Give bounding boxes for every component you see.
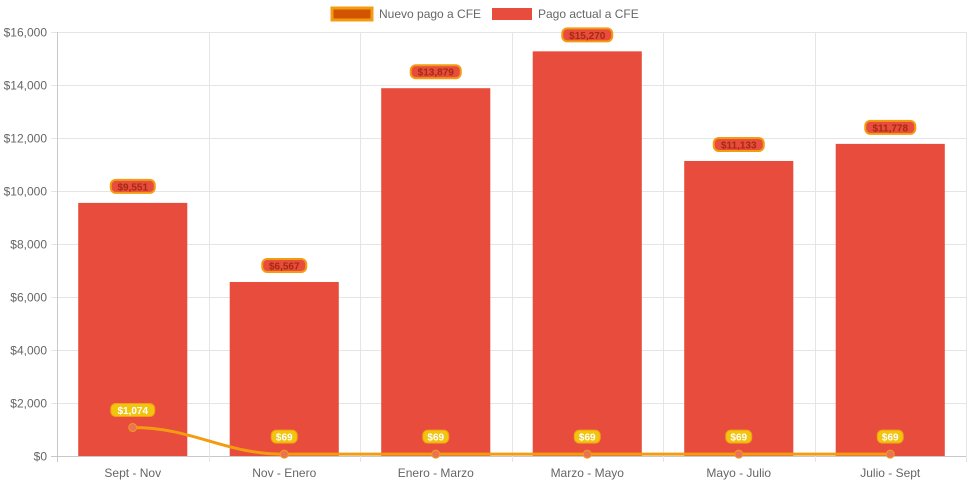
x-axis: Sept - Nov Nov - Enero Enero - Marzo Marzo … xyxy=(104,466,921,480)
legend-swatch-nuevo-pago xyxy=(330,6,374,22)
bar-data-label: $11,778 xyxy=(872,123,908,134)
bar-data-label: $15,270 xyxy=(569,31,606,42)
x-tick-label: Julio - Sept xyxy=(860,466,921,480)
y-tick-label: $12,000 xyxy=(4,132,48,146)
line-label-badge xyxy=(725,429,753,444)
bar-data-label: $6,567 xyxy=(269,261,300,272)
y-tick-label: $14,000 xyxy=(4,79,48,93)
legend-swatch-pago-actual xyxy=(492,8,532,20)
line-point[interactable] xyxy=(734,449,744,459)
line-point[interactable] xyxy=(279,449,289,459)
y-tick-label: $16,000 xyxy=(4,26,48,40)
bar[interactable] xyxy=(532,51,642,456)
line-data-label: $1,074 xyxy=(117,406,148,417)
bar-data-label: $11,133 xyxy=(721,140,757,151)
bar-label-badge xyxy=(712,136,765,152)
line-label-badge xyxy=(573,429,601,444)
bar[interactable] xyxy=(229,281,339,456)
x-tick-label: Enero - Marzo xyxy=(398,466,474,480)
line-point[interactable] xyxy=(128,423,138,433)
chart-legend: Nuevo pago a CFE Pago actual a CFE xyxy=(330,6,639,22)
y-tick-label: $10,000 xyxy=(4,185,48,199)
line-point[interactable] xyxy=(431,449,441,459)
bar[interactable] xyxy=(78,202,188,456)
line-point[interactable] xyxy=(582,449,592,459)
line-label-badge xyxy=(422,429,450,444)
line-point[interactable] xyxy=(885,449,895,459)
line-label-badge xyxy=(110,403,156,418)
y-tick-label: $4,000 xyxy=(10,344,47,358)
bar-label-badge xyxy=(864,119,917,135)
bar-label-badge xyxy=(261,257,308,273)
bar-data-labels: $9,551 $6,567 $13,879 $15,270 $11,133 $11,778 xyxy=(109,27,917,273)
bar-label-badge xyxy=(109,178,156,194)
x-tick-label: Nov - Enero xyxy=(252,466,316,480)
x-tick-label: Sept - Nov xyxy=(104,466,161,480)
bar-label-badge xyxy=(409,64,462,80)
bar[interactable] xyxy=(835,143,945,456)
bar-series-pago-actual xyxy=(78,51,945,457)
y-axis: $0 $2,000 $4,000 $6,000 $8,000 $10,000 $12,000… xyxy=(4,26,48,464)
bar[interactable] xyxy=(381,88,491,457)
line-data-label: $69 xyxy=(730,433,747,444)
line-data-labels: $1,074 $69 $69 $69 $69 $69 xyxy=(110,403,904,444)
chart-grid xyxy=(51,32,967,462)
legend-item-nuevo-pago[interactable]: Nuevo pago a CFE xyxy=(330,6,481,22)
bar-data-label: $13,879 xyxy=(418,68,455,79)
y-tick-label: $8,000 xyxy=(10,238,47,252)
y-tick-label: $6,000 xyxy=(10,291,47,305)
line-data-label: $69 xyxy=(882,433,899,444)
bar-data-label: $9,551 xyxy=(117,182,148,193)
x-tick-label: Mayo - Julio xyxy=(706,466,771,480)
y-tick-label: $0 xyxy=(34,450,48,464)
line-data-label: $69 xyxy=(579,433,596,444)
legend-label-pago-actual: Pago actual a CFE xyxy=(538,7,639,21)
y-tick-label: $2,000 xyxy=(10,397,47,411)
line-series-nuevo-pago xyxy=(128,423,895,459)
legend-label-nuevo-pago: Nuevo pago a CFE xyxy=(379,7,481,21)
x-tick-label: Marzo - Mayo xyxy=(551,466,625,480)
line-data-label: $69 xyxy=(276,433,293,444)
line-data-label: $69 xyxy=(427,433,444,444)
line-label-badge xyxy=(270,429,298,444)
bar[interactable] xyxy=(684,160,794,456)
bar-label-badge xyxy=(561,27,614,43)
legend-item-pago-actual[interactable]: Pago actual a CFE xyxy=(492,7,639,21)
line-label-badge xyxy=(876,429,904,444)
line-path xyxy=(132,426,891,456)
